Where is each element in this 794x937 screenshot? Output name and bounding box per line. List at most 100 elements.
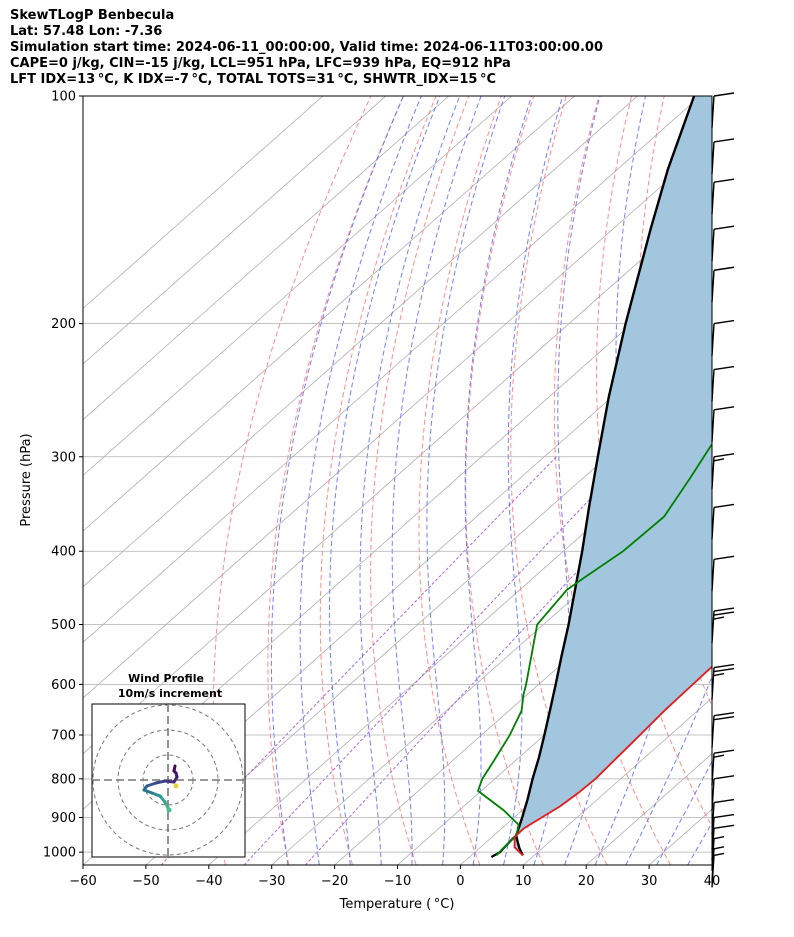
isotherm-line bbox=[83, 96, 512, 476]
wind-barb bbox=[711, 813, 735, 850]
dry-adiabat-line bbox=[553, 96, 672, 865]
isotherm-line bbox=[334, 530, 712, 865]
cape-cin-summary: CAPE=0 j/kg, CIN=-15 j/kg, LCL=951 hPa, … bbox=[10, 56, 511, 71]
dry-adiabat-line bbox=[267, 96, 404, 865]
wind-barb bbox=[711, 266, 735, 303]
moist-adiabat-line bbox=[656, 760, 712, 865]
temperature-line bbox=[513, 665, 712, 857]
wind-barb bbox=[711, 555, 735, 592]
isotherm-line bbox=[83, 96, 450, 421]
wind-barb bbox=[711, 178, 735, 215]
wind-barb-staff bbox=[711, 778, 715, 811]
wind-barb-flag bbox=[713, 749, 735, 754]
stability-indices: LFT IDX=13 °C, K IDX=-7 °C, TOTAL TOTS=3… bbox=[10, 72, 497, 87]
hodograph-segment bbox=[172, 764, 177, 773]
wind-barb-staff bbox=[711, 817, 715, 850]
wind-barb bbox=[711, 406, 735, 442]
y-tick-label: 200 bbox=[51, 317, 76, 332]
y-tick-label: 1000 bbox=[43, 846, 76, 861]
hodograph-segment bbox=[154, 779, 167, 785]
x-axis-ticks: −60−50−40−30−20−10010203040 bbox=[69, 865, 720, 889]
wind-barb-flag bbox=[713, 775, 735, 780]
wind-barb-flag bbox=[713, 266, 735, 271]
x-tick-label: −50 bbox=[132, 874, 159, 889]
wind-barb-staff bbox=[711, 270, 715, 303]
isotherm-line bbox=[83, 96, 324, 309]
wind-barbs bbox=[711, 92, 735, 888]
wind-barb-flag bbox=[713, 319, 735, 325]
wind-barb bbox=[711, 607, 735, 644]
wind-barb-flag bbox=[713, 225, 735, 230]
hodograph-segment bbox=[145, 781, 158, 788]
wind-barb-staff bbox=[711, 182, 715, 215]
cin-shaded-area bbox=[514, 96, 712, 856]
x-tick-label: −20 bbox=[321, 874, 348, 889]
station-coordinates: Lat: 57.48 Lon: -7.36 bbox=[10, 24, 163, 39]
wind-barb-flag bbox=[713, 611, 735, 616]
moist-adiabat-line bbox=[781, 96, 794, 865]
dry-adiabat-line bbox=[510, 96, 608, 865]
wind-barb-flag bbox=[713, 667, 735, 673]
dry-adiabat-line bbox=[319, 96, 437, 865]
x-tick-label: −10 bbox=[384, 874, 411, 889]
hodograph-segment bbox=[163, 779, 176, 784]
dry-adiabat-line bbox=[418, 96, 502, 865]
wind-barb-staff bbox=[711, 802, 715, 835]
isotherm-line bbox=[145, 363, 712, 865]
hodograph bbox=[92, 704, 245, 857]
isotherm-line bbox=[397, 586, 712, 865]
isotherm-line bbox=[83, 96, 387, 365]
wind-barb bbox=[711, 749, 735, 786]
y-axis-ticks: 100 200 300 400 500 600 700 800 900 1000 bbox=[43, 90, 83, 861]
moist-adiabat-line bbox=[464, 96, 532, 865]
moist-adiabat-line bbox=[625, 675, 712, 865]
wind-barb-flag bbox=[713, 365, 735, 371]
x-tick-label: 10 bbox=[515, 874, 532, 889]
isotherm-line bbox=[271, 474, 712, 865]
simulation-times: Simulation start time: 2024-06-11_00:00:… bbox=[10, 40, 603, 55]
dry-adiabat-line bbox=[753, 96, 794, 865]
x-tick-label: −30 bbox=[258, 874, 285, 889]
isotherm-line bbox=[83, 96, 701, 643]
hodograph-marker bbox=[173, 783, 179, 789]
moist-adiabat-line bbox=[719, 96, 794, 865]
y-tick-label: 100 bbox=[51, 90, 76, 105]
station-title: SkewTLogP Benbecula bbox=[10, 8, 175, 23]
wind-barb bbox=[711, 775, 735, 811]
wind-barb bbox=[711, 225, 735, 262]
wind-barb bbox=[711, 663, 735, 700]
dry-adiabat-line bbox=[465, 96, 544, 865]
isotherm-line bbox=[523, 697, 712, 865]
x-tick-label: 20 bbox=[578, 874, 595, 889]
wind-barb bbox=[711, 798, 735, 835]
y-tick-label: 300 bbox=[51, 450, 76, 465]
mixing-ratio-line bbox=[243, 456, 631, 865]
wind-barb bbox=[711, 453, 735, 489]
dewpoint-line bbox=[476, 443, 712, 857]
x-tick-label: −60 bbox=[69, 874, 96, 889]
moist-adiabat-line bbox=[329, 96, 441, 865]
wind-barb-staff bbox=[711, 323, 715, 356]
wind-barb-staff bbox=[711, 409, 715, 442]
hodograph-start-point bbox=[166, 807, 172, 813]
wind-barb-staff bbox=[711, 141, 715, 174]
y-tick-label: 900 bbox=[51, 811, 76, 826]
wind-barb-flag bbox=[713, 555, 735, 561]
wind-barb-staff bbox=[711, 559, 715, 592]
x-tick-label: −40 bbox=[195, 874, 222, 889]
isotherm-line bbox=[711, 864, 712, 865]
wind-barb-flag bbox=[713, 813, 735, 819]
moist-adiabat-line bbox=[750, 96, 794, 865]
dry-adiabat-line bbox=[789, 96, 794, 865]
y-tick-label: 600 bbox=[51, 678, 76, 693]
wind-profile-inset: Wind Profile 10m/s increment bbox=[91, 672, 246, 858]
wind-barb-half-flag bbox=[713, 846, 725, 850]
chart-header: SkewTLogP Benbecula Lat: 57.48 Lon: -7.3… bbox=[10, 8, 603, 88]
wind-barb-staff bbox=[711, 95, 715, 129]
wind-barb-staff bbox=[711, 753, 715, 786]
wind-barb-flag bbox=[713, 607, 735, 612]
wind-barb bbox=[711, 365, 735, 402]
wind-barb-flag bbox=[713, 92, 735, 97]
moist-adiabat-line bbox=[391, 96, 482, 865]
